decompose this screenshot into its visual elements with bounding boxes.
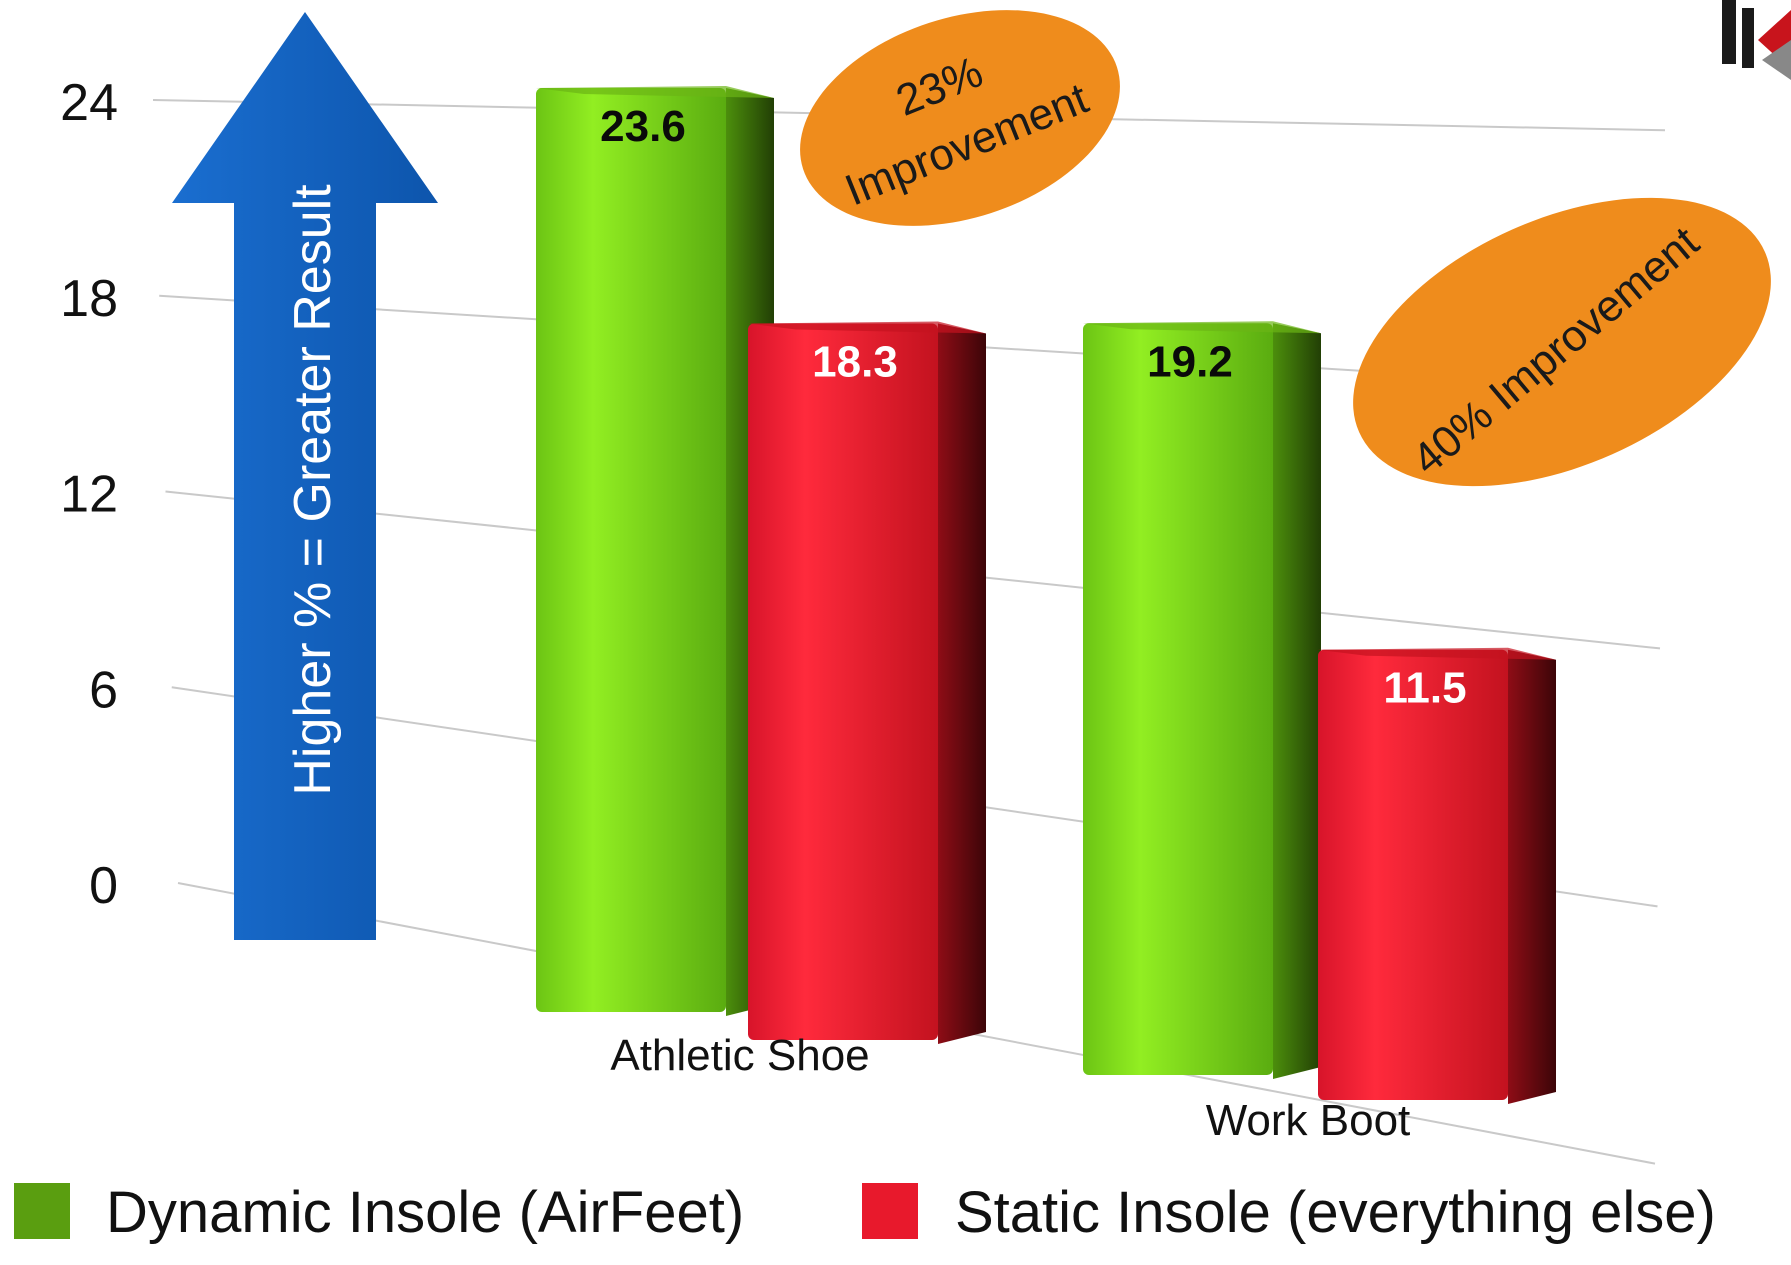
bar-side-face xyxy=(1508,649,1556,1104)
bar-value-label: 23.6 xyxy=(600,102,686,151)
category-label-work-boot: Work Boot xyxy=(1206,1096,1411,1145)
improvement-badge-athletic: 23% Improvement xyxy=(800,10,1120,226)
y-tick-label: 12 xyxy=(60,466,118,524)
bar-value-label: 11.5 xyxy=(1383,664,1466,713)
bar-front-face xyxy=(748,323,938,1040)
y-tick-label: 0 xyxy=(89,857,118,915)
legend-label-dynamic: Dynamic Insole (AirFeet) xyxy=(106,1180,744,1245)
legend-swatch-static xyxy=(862,1183,918,1239)
bar-front-face xyxy=(1083,323,1273,1075)
bar-value-label: 19.2 xyxy=(1147,337,1233,386)
bar-front-face xyxy=(1318,649,1508,1100)
legend: Dynamic Insole (AirFeet) Static Insole (… xyxy=(14,1180,1716,1245)
legend-label-static: Static Insole (everything else) xyxy=(955,1180,1716,1245)
bar-dynamic: 19.2 xyxy=(1083,321,1321,1079)
y-axis-ticks: 0 6 12 18 24 xyxy=(60,74,118,915)
bar-top-face xyxy=(1083,321,1321,334)
arrow-label: Higher % = Greater Result xyxy=(284,184,342,796)
bar-dynamic: 23.6 xyxy=(536,86,774,1016)
bar-front-face xyxy=(536,88,726,1012)
category-label-athletic-shoe: Athletic Shoe xyxy=(610,1031,869,1080)
y-tick-label: 6 xyxy=(89,661,118,719)
y-tick-label: 18 xyxy=(60,270,118,328)
bar-top-face xyxy=(1318,647,1556,660)
badge-shape xyxy=(800,10,1120,226)
bar-side-face xyxy=(938,323,986,1044)
brand-logo-fragment xyxy=(1722,0,1791,80)
bar-value-label: 18.3 xyxy=(812,338,898,387)
bar-top-face xyxy=(536,86,774,98)
bar-top-face xyxy=(748,321,986,334)
bars: 23.6 18.3 19.2 11.5 xyxy=(536,86,1556,1104)
bar-side-face xyxy=(1273,323,1321,1079)
y-tick-label: 24 xyxy=(60,74,118,132)
badge-shape xyxy=(1353,197,1771,487)
arrow-shape xyxy=(172,12,438,940)
legend-swatch-dynamic xyxy=(14,1183,70,1239)
higher-is-better-arrow: Higher % = Greater Result xyxy=(172,12,438,940)
improvement-badge-workboot: 40% Improvement xyxy=(1353,197,1771,487)
bar-static: 11.5 xyxy=(1318,647,1556,1104)
bar-static: 18.3 xyxy=(748,321,986,1044)
